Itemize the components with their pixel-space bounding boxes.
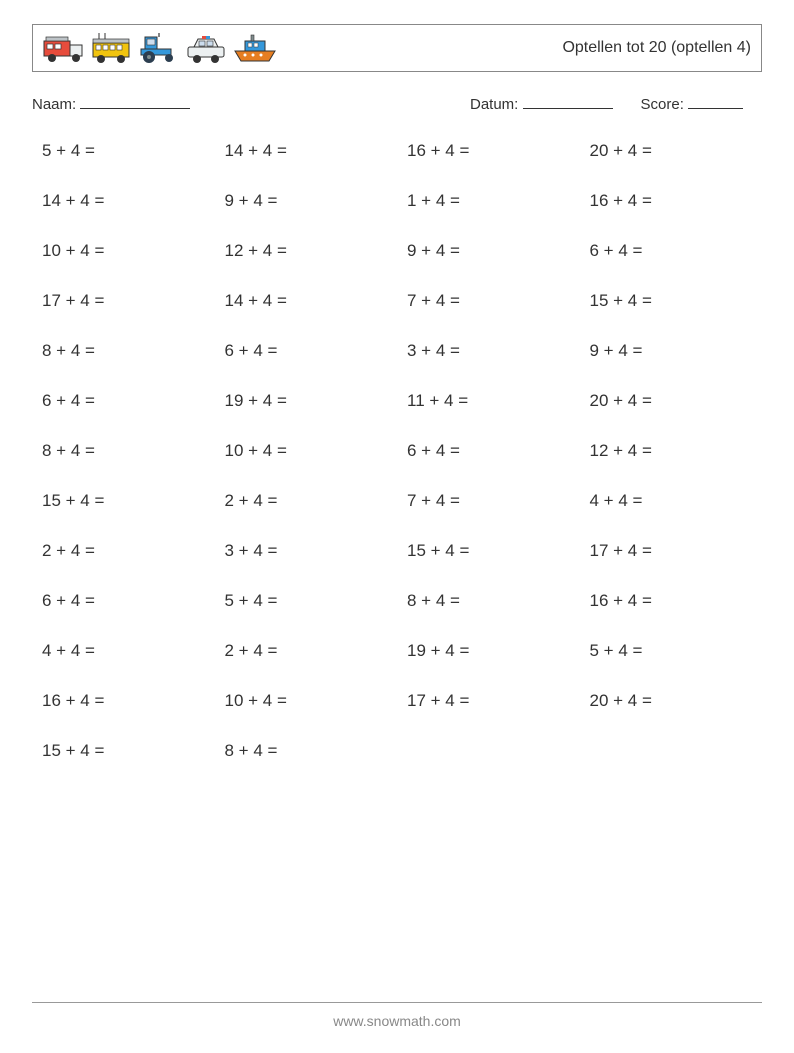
problem-cell: 6 + 4 = (42, 391, 215, 411)
problem-cell: 16 + 4 = (407, 141, 580, 161)
problem-cell: 2 + 4 = (225, 641, 398, 661)
problem-cell: 5 + 4 = (225, 591, 398, 611)
name-blank[interactable] (80, 94, 190, 109)
problem-cell: 15 + 4 = (590, 291, 763, 311)
problem-cell (590, 741, 763, 761)
problem-cell: 14 + 4 = (225, 291, 398, 311)
problem-cell: 10 + 4 = (225, 441, 398, 461)
problem-cell: 12 + 4 = (590, 441, 763, 461)
problem-cell: 1 + 4 = (407, 191, 580, 211)
problem-cell: 14 + 4 = (225, 141, 398, 161)
problem-cell: 7 + 4 = (407, 291, 580, 311)
header-box: Optellen tot 20 (optellen 4) (32, 24, 762, 72)
problem-cell (407, 741, 580, 761)
problem-cell: 17 + 4 = (590, 541, 763, 561)
problem-cell: 7 + 4 = (407, 491, 580, 511)
problem-cell: 8 + 4 = (407, 591, 580, 611)
problem-cell: 10 + 4 = (42, 241, 215, 261)
problem-cell: 17 + 4 = (407, 691, 580, 711)
problem-cell: 4 + 4 = (42, 641, 215, 661)
problem-cell: 15 + 4 = (42, 741, 215, 761)
problem-grid: 5 + 4 = 14 + 4 = 16 + 4 = 20 + 4 = 14 + 4 = 9… (32, 141, 762, 761)
problem-cell: 3 + 4 = (225, 541, 398, 561)
problem-cell: 8 + 4 = (42, 341, 215, 361)
bus-icon (91, 33, 133, 63)
problem-cell: 19 + 4 = (225, 391, 398, 411)
problem-cell: 5 + 4 = (42, 141, 215, 161)
problem-cell: 16 + 4 = (590, 591, 763, 611)
problem-cell: 19 + 4 = (407, 641, 580, 661)
vehicle-icons (43, 33, 277, 63)
problem-cell: 2 + 4 = (42, 541, 215, 561)
problem-cell: 9 + 4 = (590, 341, 763, 361)
problem-cell: 3 + 4 = (407, 341, 580, 361)
police-car-icon (185, 33, 227, 63)
problem-cell: 14 + 4 = (42, 191, 215, 211)
problem-cell: 6 + 4 = (225, 341, 398, 361)
firetruck-icon (43, 33, 85, 63)
worksheet-title: Optellen tot 20 (optellen 4) (562, 39, 751, 57)
score-blank[interactable] (688, 94, 743, 109)
problem-cell: 8 + 4 = (42, 441, 215, 461)
meta-row: Naam: Datum: Score: (32, 94, 762, 113)
problem-cell: 16 + 4 = (42, 691, 215, 711)
problem-cell: 12 + 4 = (225, 241, 398, 261)
problem-cell: 17 + 4 = (42, 291, 215, 311)
problem-cell: 2 + 4 = (225, 491, 398, 511)
problem-cell: 4 + 4 = (590, 491, 763, 511)
problem-cell: 8 + 4 = (225, 741, 398, 761)
boat-icon (233, 33, 277, 63)
date-blank[interactable] (523, 94, 613, 109)
problem-cell: 9 + 4 = (407, 241, 580, 261)
problem-cell: 20 + 4 = (590, 141, 763, 161)
tractor-icon (139, 33, 179, 63)
problem-cell: 20 + 4 = (590, 691, 763, 711)
problem-cell: 15 + 4 = (42, 491, 215, 511)
name-label: Naam: (32, 96, 76, 113)
problem-cell: 6 + 4 = (407, 441, 580, 461)
problem-cell: 11 + 4 = (407, 391, 580, 411)
problem-cell: 6 + 4 = (42, 591, 215, 611)
date-label: Datum: (470, 96, 518, 113)
footer: www.snowmath.com (32, 1002, 762, 1029)
problem-cell: 16 + 4 = (590, 191, 763, 211)
problem-cell: 5 + 4 = (590, 641, 763, 661)
problem-cell: 15 + 4 = (407, 541, 580, 561)
problem-cell: 9 + 4 = (225, 191, 398, 211)
problem-cell: 6 + 4 = (590, 241, 763, 261)
problem-cell: 20 + 4 = (590, 391, 763, 411)
problem-cell: 10 + 4 = (225, 691, 398, 711)
footer-text: www.snowmath.com (333, 1013, 461, 1029)
score-label: Score: (641, 96, 684, 113)
